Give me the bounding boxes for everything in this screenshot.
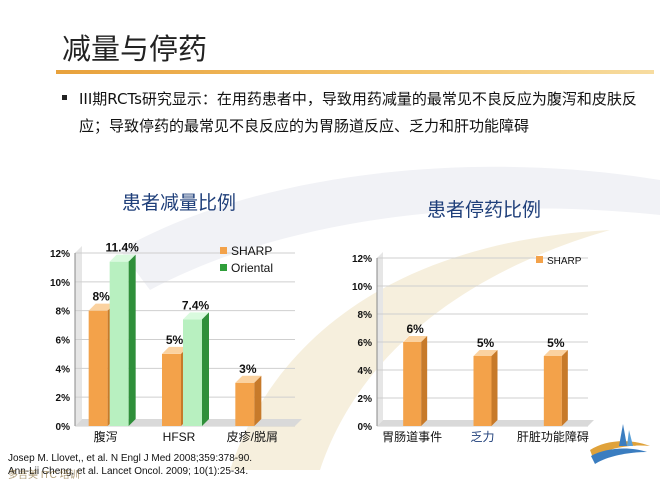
bar-side-sharp bbox=[491, 350, 498, 426]
y-tick-label: 4% bbox=[56, 364, 71, 375]
bar-sharp bbox=[162, 353, 181, 426]
bar-top-oriental bbox=[109, 254, 136, 262]
bar-sharp bbox=[235, 382, 255, 426]
chart-title-discontinuation: 患者停药比例 bbox=[427, 199, 542, 221]
x-category-label: HFSR bbox=[163, 430, 196, 444]
x-category-label: 腹泻 bbox=[94, 430, 118, 444]
bar-top-sharp bbox=[543, 350, 568, 356]
legend-swatch-oriental bbox=[220, 264, 227, 271]
logo-swoosh-orange bbox=[590, 441, 650, 458]
bar-side-sharp bbox=[421, 336, 428, 426]
legend-label: Oriental bbox=[231, 261, 273, 275]
bar-top-sharp bbox=[235, 375, 262, 383]
legend-label: SHARP bbox=[547, 256, 582, 267]
y-tick-label: 0% bbox=[56, 422, 71, 433]
bar-side-oriental bbox=[202, 312, 209, 426]
bullet-point: III期RCTs研究显示：在用药患者中，导致用药减量的最常见不良反应为腹泻和皮肤… bbox=[62, 86, 647, 140]
chart-left-wall bbox=[75, 246, 82, 426]
reference-1: Josep M. Llovet,, et al. N Engl J Med 20… bbox=[8, 453, 253, 464]
x-category-label: 皮疹/脱屑 bbox=[227, 429, 278, 444]
logo-sail-2 bbox=[627, 430, 633, 446]
y-tick-label: 6% bbox=[56, 336, 71, 347]
x-category-label: 胃肠道事件 bbox=[382, 430, 442, 444]
bar-oriental bbox=[109, 261, 129, 426]
y-tick-label: 0% bbox=[358, 422, 373, 433]
bar-side-oriental bbox=[128, 254, 136, 426]
y-tick-label: 12% bbox=[50, 249, 70, 260]
logo-sail bbox=[619, 424, 627, 446]
data-label: 5% bbox=[477, 336, 495, 350]
y-tick-label: 12% bbox=[352, 254, 372, 265]
data-label: 3% bbox=[239, 362, 257, 376]
bar-sharp bbox=[473, 356, 492, 426]
data-label: 8% bbox=[92, 290, 110, 304]
reference-2: Ann-Lii Cheng, et al. Lancet Oncol. 2009… bbox=[8, 466, 249, 477]
logo-swoosh-blue bbox=[591, 448, 647, 464]
bullet-text: III期RCTs研究显示：在用药患者中，导致用药减量的最常见不良反应为腹泻和皮肤… bbox=[79, 90, 637, 135]
y-tick-label: 10% bbox=[50, 278, 70, 289]
chart-left-wall bbox=[377, 252, 383, 426]
bar-side-sharp bbox=[561, 350, 568, 426]
data-label: 5% bbox=[547, 336, 565, 350]
bar-top-sharp bbox=[162, 346, 188, 354]
legend-swatch-sharp bbox=[220, 247, 227, 254]
bar-top-sharp bbox=[473, 350, 498, 356]
bar-sharp bbox=[403, 342, 422, 426]
chart-title-dose-reduction: 患者减量比例 bbox=[122, 192, 237, 214]
y-tick-label: 10% bbox=[352, 282, 372, 293]
x-category-label: 乏力 bbox=[470, 430, 494, 444]
bar-sharp bbox=[88, 310, 108, 426]
data-label: 11.4% bbox=[105, 241, 139, 255]
y-tick-label: 8% bbox=[358, 310, 373, 321]
y-tick-label: 6% bbox=[358, 338, 373, 349]
data-label: 7.4% bbox=[182, 298, 210, 312]
bullet-marker bbox=[62, 95, 67, 100]
footer-overlay: 多吉美 ITC 培训 bbox=[8, 470, 80, 481]
legend-label: SHARP bbox=[231, 244, 272, 258]
legend-swatch-sharp bbox=[536, 256, 543, 263]
bar-sharp bbox=[543, 356, 562, 426]
title-rule bbox=[56, 70, 654, 74]
y-tick-label: 8% bbox=[56, 307, 71, 318]
y-tick-label: 2% bbox=[358, 394, 373, 405]
data-label: 6% bbox=[406, 322, 424, 336]
slide-title: 减量与停药 bbox=[62, 32, 208, 66]
x-category-label: 肝脏功能障碍 bbox=[517, 429, 589, 444]
bar-side-sharp bbox=[254, 375, 262, 426]
y-tick-label: 2% bbox=[56, 393, 71, 404]
data-label: 5% bbox=[166, 333, 184, 347]
event-logo bbox=[590, 424, 650, 464]
bar-top-sharp bbox=[88, 303, 115, 311]
y-tick-label: 4% bbox=[358, 366, 373, 377]
bar-top-sharp bbox=[403, 336, 428, 342]
bar-oriental bbox=[183, 319, 202, 426]
bar-top-oriental bbox=[183, 312, 209, 320]
